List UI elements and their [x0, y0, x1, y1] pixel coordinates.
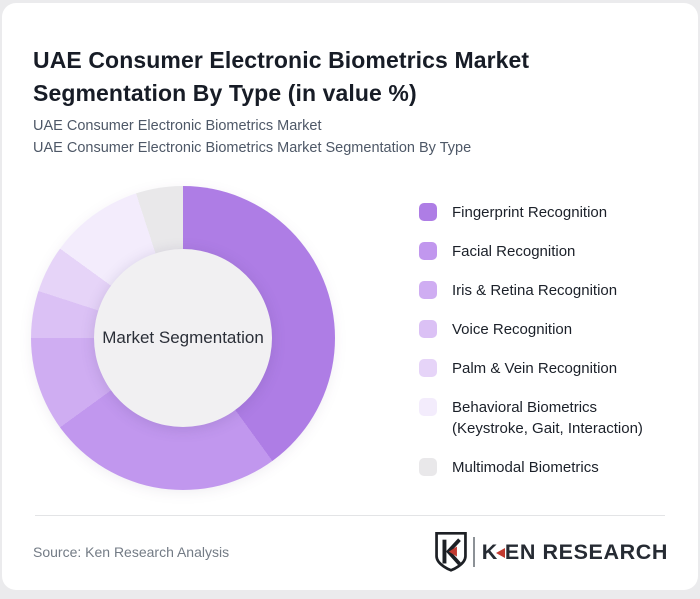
- donut-chart[interactable]: Market Segmentation: [31, 186, 335, 490]
- legend-swatch: [419, 320, 437, 338]
- chart-title: UAE Consumer Electronic Biometrics Marke…: [33, 47, 530, 107]
- chart-subtitle: UAE Consumer Electronic Biometrics Marke…: [33, 115, 471, 159]
- footer-divider: [35, 515, 665, 516]
- legend-swatch: [419, 281, 437, 299]
- subtitle-line-1: UAE Consumer Electronic Biometrics Marke…: [33, 118, 322, 134]
- legend-swatch: [419, 359, 437, 377]
- legend-item[interactable]: Palm & Vein Recognition: [419, 358, 679, 379]
- legend-item[interactable]: Iris & Retina Recognition: [419, 280, 679, 301]
- subtitle-line-2: UAE Consumer Electronic Biometrics Marke…: [33, 140, 472, 156]
- chart-card: UAE Consumer Electronic Biometrics Marke…: [2, 3, 698, 590]
- legend-item[interactable]: Voice Recognition: [419, 319, 679, 340]
- legend-item[interactable]: Facial Recognition: [419, 241, 679, 262]
- legend-label: Palm & Vein Recognition: [452, 360, 618, 377]
- legend-label: Iris & Retina Recognition: [452, 282, 618, 299]
- ken-research-shield-icon: [434, 531, 467, 572]
- legend-swatch: [419, 398, 437, 416]
- logo-text: K EN RESEARCH: [481, 539, 668, 564]
- shield-red-triangle-icon: [448, 546, 457, 557]
- legend-label: Multimodal Biometrics: [452, 459, 599, 476]
- legend-label: Facial Recognition: [452, 243, 576, 260]
- ken-research-logo: K EN RESEARCH: [434, 531, 668, 573]
- legend-label: Fingerprint Recognition: [452, 204, 608, 221]
- red-triangle-icon: [495, 547, 505, 558]
- legend-item[interactable]: Behavioral Biometrics (Keystroke, Gait, I…: [419, 397, 679, 439]
- legend: Fingerprint Recognition Facial Recognitio…: [419, 202, 679, 478]
- legend-label: Behavioral Biometrics (Keystroke, Gait, I…: [452, 399, 643, 437]
- legend-swatch: [419, 203, 437, 221]
- donut-center: Market Segmentation: [94, 249, 272, 427]
- legend-item[interactable]: Multimodal Biometrics: [419, 457, 679, 478]
- logo-divider: [472, 537, 475, 567]
- donut-center-label: Market Segmentation: [102, 328, 264, 347]
- legend-item[interactable]: Fingerprint Recognition: [419, 202, 679, 223]
- source-text: Source: Ken Research Analysis: [33, 544, 230, 560]
- legend-swatch: [419, 242, 437, 260]
- legend-label: Voice Recognition: [452, 321, 573, 338]
- legend-swatch: [419, 458, 437, 476]
